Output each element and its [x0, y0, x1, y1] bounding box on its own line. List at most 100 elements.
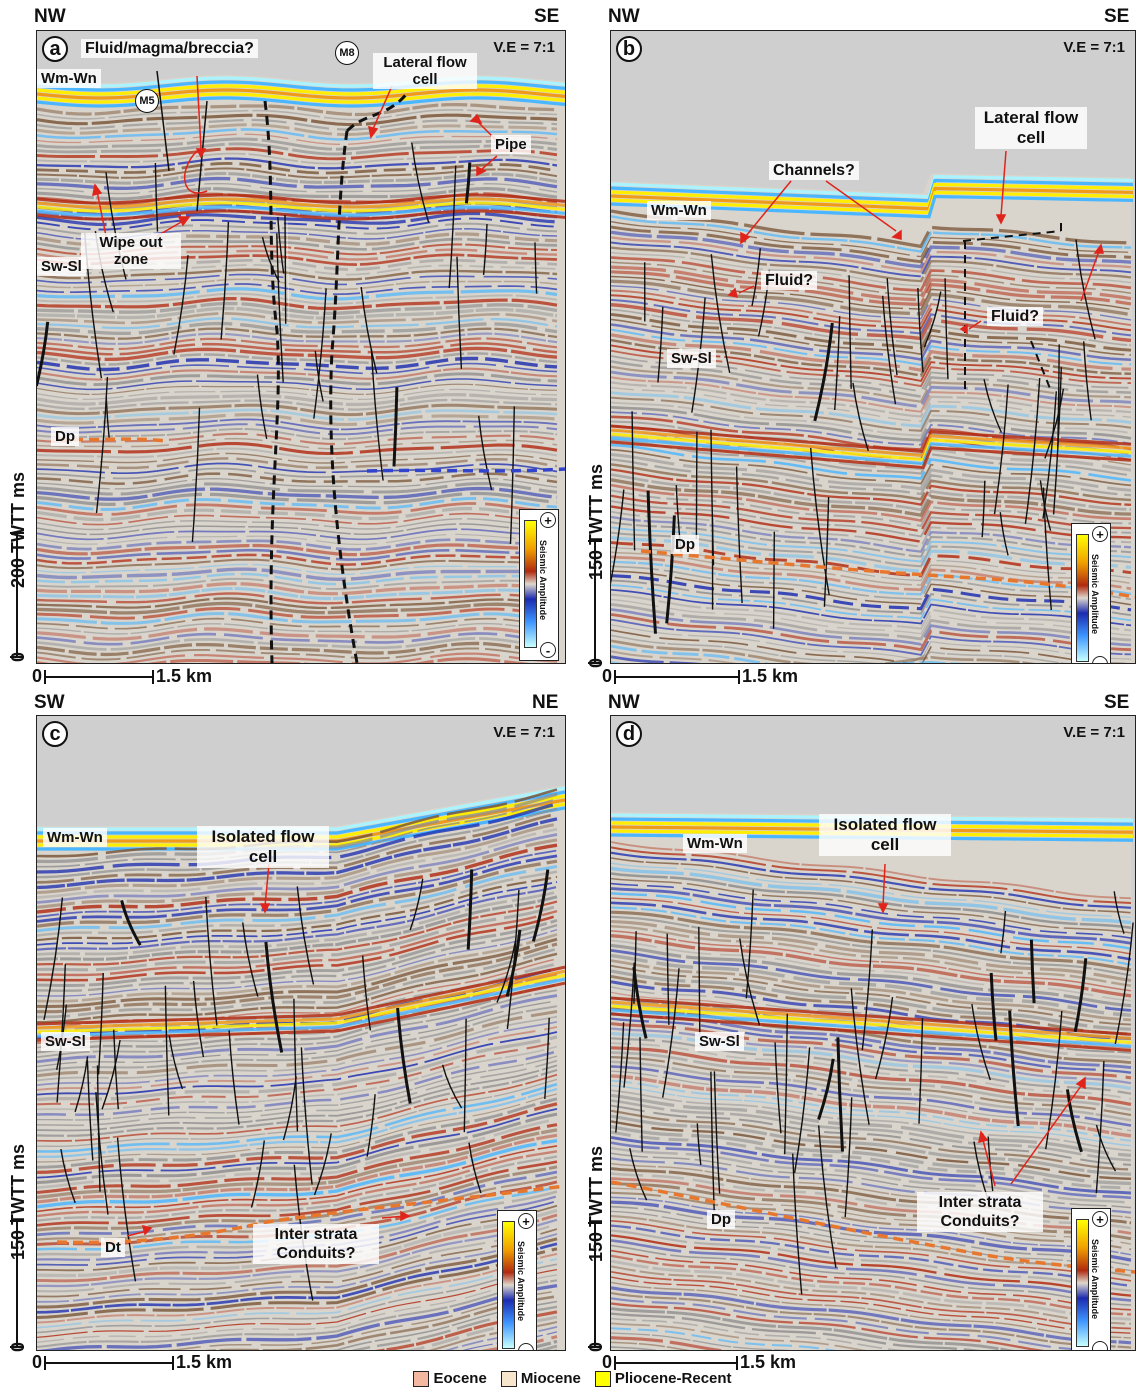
- fault-line: [468, 1142, 482, 1194]
- age-legend-item: Pliocene-Recent: [594, 1370, 732, 1387]
- label-dp-b: Dp: [671, 535, 699, 554]
- label-pipe: Pipe: [491, 135, 531, 154]
- panel-letter-a: a: [42, 36, 68, 62]
- label-lateral-flow-cell-b: Lateral flow cell: [975, 107, 1087, 149]
- fault-line: [264, 941, 284, 1053]
- direction-left-c: SW: [34, 692, 65, 713]
- fault-line: [813, 322, 834, 422]
- panel-letter-c: c: [42, 721, 68, 747]
- fault-line: [478, 415, 493, 491]
- direction-right-a: SE: [534, 6, 560, 27]
- fault-line: [392, 387, 399, 467]
- fault-line: [120, 900, 142, 946]
- fault-line: [611, 489, 625, 585]
- marker-m8: M8: [335, 41, 359, 65]
- fault-line: [918, 1018, 924, 1124]
- age-legend-item: Eocene: [413, 1370, 487, 1387]
- fault-line: [1008, 1010, 1020, 1127]
- vertical-scale-b: 150 TWTT ms 0: [586, 464, 606, 668]
- age-label-pliocene-recent: Pliocene-Recent: [614, 1370, 732, 1387]
- seismic-section-d: [611, 716, 1135, 1350]
- horizontal-scale-label-c: 1.5 km: [176, 1352, 233, 1372]
- marker-m5: M5: [135, 89, 159, 113]
- horizontal-scale-c: 0 1.5 km: [32, 1352, 232, 1372]
- label-channels: Channels?: [769, 161, 859, 180]
- vertical-scale-a: 200 TWTT ms 0: [8, 472, 28, 662]
- fault-line: [242, 922, 259, 997]
- fault-line: [509, 406, 515, 545]
- amplitude-colorbar: [524, 520, 537, 648]
- fault-line: [823, 496, 830, 607]
- label-inter-strata-conduits-d: Inter strata Conduits?: [917, 1192, 1043, 1232]
- fault-line: [496, 938, 517, 1003]
- seismic-section-b: [611, 31, 1135, 663]
- label-wipe-out-zone: Wipe out zone: [81, 233, 181, 269]
- fault-line: [629, 1148, 648, 1201]
- horizontal-scale-zero-c: 0: [32, 1352, 43, 1372]
- amplitude-legend-b: + - Seismic Amplitude: [1071, 523, 1111, 663]
- fault-line: [192, 980, 205, 1058]
- amplitude-legend-a: + - Seismic Amplitude: [519, 509, 559, 661]
- label-inter-strata-conduits-c: Inter strata Conduits?: [253, 1224, 379, 1264]
- seismic-panel-d: d V.E = 7:1 Isolated flow cell Inter str…: [610, 715, 1136, 1351]
- fault-line: [466, 869, 474, 950]
- horizontal-scale-zero-b: 0: [602, 666, 613, 686]
- fault-line: [409, 878, 424, 931]
- minus-icon: -: [540, 642, 556, 658]
- direction-left-b: NW: [608, 6, 640, 27]
- fault-line: [886, 278, 898, 376]
- label-isolated-flow-cell-d: Isolated flow cell: [819, 814, 951, 856]
- fault-line: [639, 1037, 643, 1152]
- fault-line: [463, 1018, 467, 1133]
- fault-line: [710, 254, 731, 374]
- seismic-panel-c: c V.E = 7:1 Isolated flow cell Inter str…: [36, 715, 566, 1351]
- annotation-overlay-a: [156, 70, 411, 663]
- fault-line: [293, 998, 299, 1132]
- fault-line: [1052, 367, 1062, 515]
- fault-line: [784, 1013, 788, 1155]
- fault-line: [1114, 922, 1134, 1045]
- fault-line: [793, 1047, 811, 1174]
- fault-line: [411, 142, 430, 223]
- horizontal-scale-zero-d: 0: [602, 1352, 613, 1372]
- vertical-exaggeration-b: V.E = 7:1: [1063, 39, 1125, 56]
- fault-line: [313, 1133, 332, 1196]
- label-wm-wn-d: Wm-Wn: [683, 834, 747, 853]
- fault-line: [810, 447, 830, 596]
- label-sw-sl-a: Sw-Sl: [37, 257, 86, 276]
- fault-line: [116, 1137, 137, 1282]
- fault-line: [482, 223, 488, 275]
- fault-line: [1065, 1089, 1083, 1153]
- age-label-miocene: Miocene: [520, 1370, 581, 1387]
- vertical-scale-zero-c: 0: [8, 1341, 28, 1352]
- fault-line: [173, 255, 189, 355]
- vertical-scale-label-a: 200 TWTT ms: [8, 471, 28, 588]
- fault-line: [60, 1148, 76, 1204]
- label-wm-wn-b: Wm-Wn: [647, 201, 711, 220]
- label-isolated-flow-cell-c: Isolated flow cell: [197, 826, 329, 868]
- fault-line: [662, 968, 680, 1098]
- faults-d: [615, 889, 1134, 1295]
- label-sw-sl-b: Sw-Sl: [667, 349, 716, 368]
- fault-line: [1095, 1124, 1117, 1172]
- seismic-section-a: [37, 31, 565, 663]
- fault-line: [191, 407, 201, 543]
- label-dp-d: Dp: [707, 1210, 735, 1229]
- direction-left-a: NW: [34, 6, 66, 27]
- fault-line: [1095, 1061, 1105, 1194]
- fault-line: [646, 490, 657, 634]
- fault-line: [882, 295, 897, 405]
- fault-line: [772, 531, 775, 629]
- panel-letter-d: d: [616, 721, 642, 747]
- horizontal-scale-a: 0 1.5 km: [32, 666, 212, 686]
- fault-line: [792, 1153, 803, 1295]
- vertical-scale-zero-d: 0: [586, 1341, 606, 1352]
- vertical-exaggeration-c: V.E = 7:1: [493, 724, 555, 741]
- fault-line: [971, 1003, 991, 1081]
- amplitude-legend-title: Seismic Amplitude: [1090, 1239, 1100, 1320]
- fault-line: [852, 382, 869, 452]
- fault-line: [256, 374, 268, 440]
- minus-icon: -: [1092, 656, 1108, 663]
- label-dp-a: Dp: [51, 427, 79, 446]
- fault-line: [105, 396, 110, 439]
